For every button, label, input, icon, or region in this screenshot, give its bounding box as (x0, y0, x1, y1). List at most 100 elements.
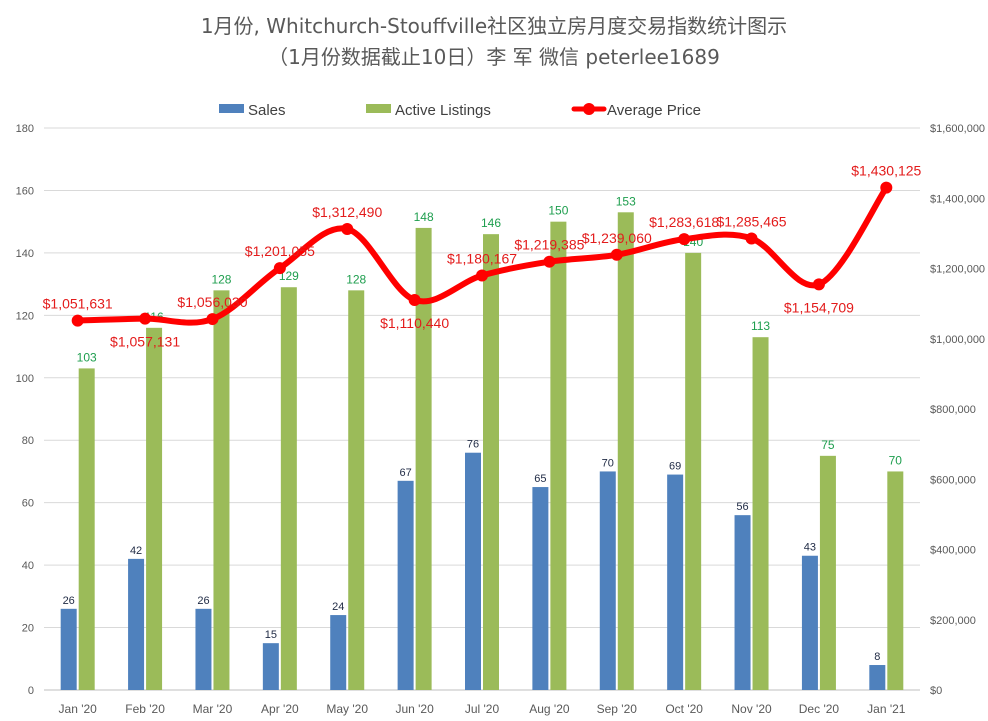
data-label-sales: 26 (197, 595, 209, 607)
legend-marker-average-price (583, 103, 595, 115)
x-tick-label: Dec '20 (799, 702, 840, 716)
data-label-active-listings: 150 (548, 204, 568, 218)
bar-sales (397, 480, 414, 690)
x-axis: Jan '20 Feb '20 Mar '20 Apr '20 May '20 Jun '… (59, 702, 906, 716)
legend-label-average-price: Average Price (607, 102, 701, 119)
y-right-tick-label: $1,600,000 (930, 123, 985, 135)
bar-sales (262, 643, 279, 690)
bar-active-listings (483, 234, 499, 690)
data-label-active-listings: 129 (279, 269, 299, 283)
y-right-tick-label: $600,000 (930, 474, 976, 486)
average-price-marker (273, 262, 286, 275)
y-axis-right: $0 $200,000 $400,000 $600,000 $800,000 $1,000… (930, 123, 985, 697)
data-label-active-listings: 128 (211, 272, 231, 286)
data-label-average-price: $1,057,131 (110, 334, 180, 350)
bar-sales (599, 471, 616, 690)
average-price-marker (476, 269, 488, 282)
bar-active-listings (819, 455, 836, 690)
bar-sales (532, 487, 549, 690)
data-label-sales: 8 (874, 651, 880, 663)
chart-title-line2: （1月份数据截止10日）李 军 微信 peterlee1689 (268, 45, 720, 69)
average-price-marker (71, 314, 84, 327)
bar-active-listings (752, 337, 769, 690)
y-right-tick-label: $0 (930, 685, 942, 697)
x-tick-label: Feb '20 (125, 702, 165, 716)
data-label-sales: 67 (399, 467, 411, 479)
bar-sales (128, 558, 145, 690)
data-label-sales: 70 (602, 457, 614, 469)
average-price-marker (543, 255, 556, 268)
data-label-average-price: $1,283,618 (649, 214, 719, 230)
y-left-tick-label: 80 (22, 435, 34, 447)
data-label-sales: 15 (265, 629, 277, 641)
data-label-average-price: $1,180,167 (447, 250, 517, 266)
data-label-active-listings: 148 (414, 210, 434, 224)
data-label-sales: 24 (332, 601, 344, 613)
data-label-sales: 76 (467, 439, 479, 451)
legend-swatch-active-listings (366, 104, 391, 113)
y-left-tick-label: 20 (22, 623, 34, 635)
average-price-marker (745, 232, 758, 245)
x-tick-label: Oct '20 (665, 702, 703, 716)
bar-sales (801, 555, 818, 690)
data-label-active-listings: 153 (616, 194, 636, 208)
x-tick-label: May '20 (326, 702, 368, 716)
bar-active-listings (685, 252, 702, 690)
y-left-tick-label: 120 (16, 310, 34, 322)
y-right-tick-label: $200,000 (930, 615, 976, 627)
average-price-marker (408, 293, 421, 306)
data-label-sales: 26 (63, 595, 75, 607)
x-tick-label: Apr '20 (261, 702, 299, 716)
data-label-average-price: $1,051,631 (43, 296, 113, 312)
y-right-tick-label: $1,400,000 (930, 193, 985, 205)
y-right-tick-label: $1,000,000 (930, 334, 985, 346)
data-label-average-price: $1,219,385 (514, 237, 584, 253)
y-right-tick-label: $400,000 (930, 545, 976, 557)
average-price-marker (206, 313, 219, 326)
bar-active-listings (617, 212, 634, 691)
average-price-labels: $1,051,631 $1,057,131 $1,056,030 $1,201,055… (43, 163, 922, 350)
average-price-marker (678, 233, 691, 246)
bar-active-listings (213, 290, 230, 690)
data-label-active-listings: 128 (346, 272, 366, 286)
bar-active-listings (78, 368, 95, 690)
data-label-active-listings: 103 (77, 350, 97, 364)
average-price-marker (610, 248, 623, 261)
y-right-tick-label: $1,200,000 (930, 264, 985, 276)
data-label-average-price: $1,154,709 (784, 299, 854, 315)
legend-swatch-sales (219, 104, 244, 113)
y-left-tick-label: 100 (16, 373, 34, 385)
x-tick-label: Sep '20 (597, 702, 638, 716)
legend: Sales Active Listings Average Price (219, 102, 701, 119)
data-label-active-listings: 75 (821, 438, 835, 452)
bar-sales (869, 665, 886, 690)
legend-label-active-listings: Active Listings (395, 102, 491, 119)
average-price-marker (341, 222, 354, 235)
chart-title-line1: 1月份, Whitchurch-Stouffville社区独立房月度交易指数统计… (201, 14, 787, 38)
data-label-active-listings: 113 (751, 319, 770, 333)
x-tick-label: Jul '20 (465, 702, 500, 716)
data-label-sales: 43 (804, 542, 816, 554)
bar-sales (60, 608, 77, 690)
bar-active-listings (415, 227, 432, 690)
data-label-sales: 69 (669, 461, 681, 473)
bar-active-listings (348, 290, 365, 690)
data-label-sales: 42 (130, 545, 142, 557)
bar-sales (734, 515, 751, 690)
data-label-average-price: $1,110,440 (380, 315, 449, 331)
gridlines (44, 127, 920, 691)
data-label-average-price: $1,239,060 (582, 230, 652, 246)
x-tick-label: Jun '20 (395, 702, 434, 716)
bar-active-listings (550, 221, 567, 690)
y-right-tick-label: $800,000 (930, 404, 976, 416)
data-label-average-price: $1,201,055 (245, 243, 315, 259)
data-label-sales: 56 (736, 501, 748, 513)
x-tick-label: Jan '21 (867, 702, 906, 716)
bar-sales (195, 608, 212, 690)
data-label-active-listings: 70 (889, 453, 903, 467)
x-tick-label: Nov '20 (731, 702, 772, 716)
average-price-marker (812, 278, 825, 291)
data-label-average-price: $1,430,125 (851, 163, 921, 179)
y-left-tick-label: 60 (22, 498, 34, 510)
y-left-tick-label: 140 (16, 248, 34, 260)
